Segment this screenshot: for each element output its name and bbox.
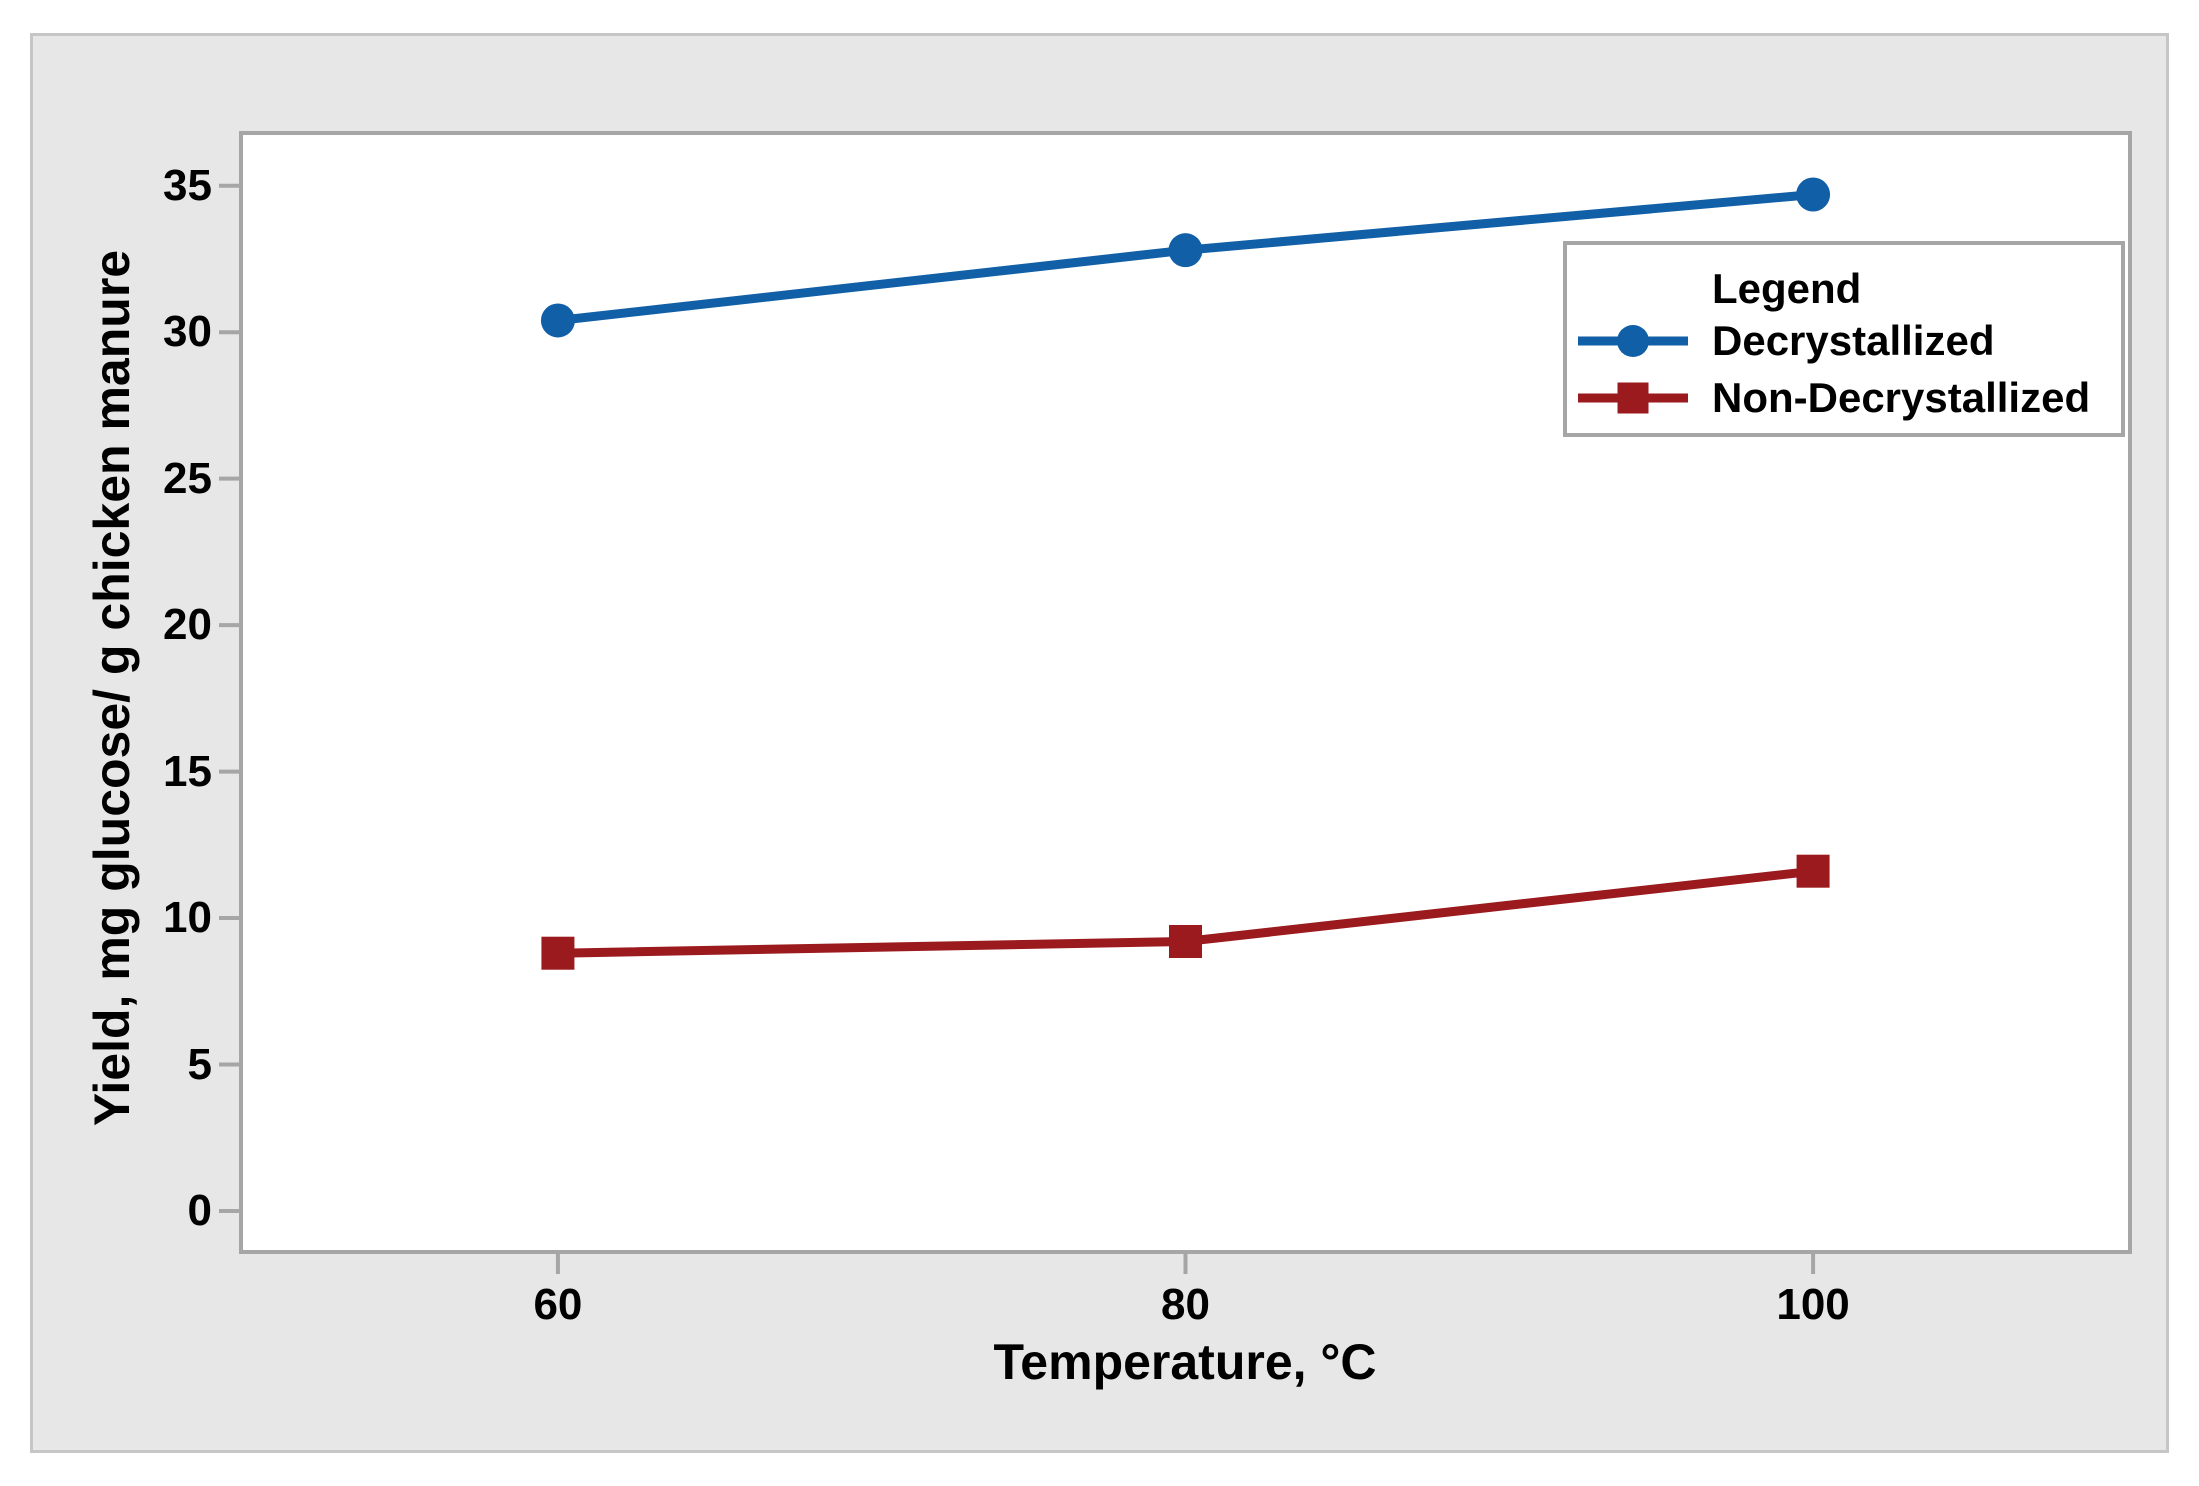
data-point-circle bbox=[540, 303, 575, 338]
legend-label: Non-Decrystallized bbox=[1712, 374, 2091, 421]
x-axis-title: Temperature, °C bbox=[993, 1334, 1377, 1390]
data-point-circle bbox=[1796, 177, 1831, 212]
data-point-square bbox=[1169, 924, 1202, 958]
legend-swatch-square bbox=[1578, 382, 1688, 414]
y-tick-label: 5 bbox=[187, 1039, 212, 1089]
legend-box: Legend Decrystallized Non-Decrystallized bbox=[1563, 241, 2125, 437]
data-point-square bbox=[1796, 854, 1830, 888]
y-tick-label: 20 bbox=[163, 600, 212, 650]
x-tick-label: 60 bbox=[533, 1280, 583, 1329]
x-tick-label: 100 bbox=[1776, 1280, 1850, 1329]
data-point-square bbox=[541, 936, 575, 970]
x-tick-label: 80 bbox=[1161, 1280, 1210, 1329]
y-tick-label: 25 bbox=[163, 453, 212, 503]
data-point-circle bbox=[1168, 233, 1203, 268]
y-tick-label: 15 bbox=[163, 746, 212, 796]
y-tick-label: 35 bbox=[163, 160, 212, 210]
legend-label: Decrystallized bbox=[1712, 317, 1995, 364]
legend-title: Legend bbox=[1712, 265, 1862, 312]
legend-swatch-circle bbox=[1578, 325, 1688, 357]
y-tick-label: 10 bbox=[163, 893, 212, 943]
y-tick-label: 0 bbox=[187, 1185, 212, 1235]
y-axis-title: Yield, mg glucose/ g chicken manure bbox=[84, 249, 140, 1127]
y-tick-label: 30 bbox=[163, 307, 212, 357]
legend-entry: Decrystallized bbox=[1567, 319, 2121, 363]
legend-entry: Non-Decrystallized bbox=[1567, 376, 2121, 420]
